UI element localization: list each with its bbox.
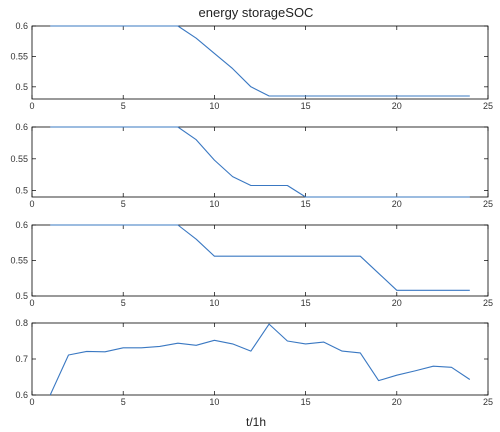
subplot-1: 0 5 10 15 20 25 0.5 0.55 0.6 (10, 21, 493, 111)
y-tick-label: 0.55 (10, 51, 28, 61)
x-tick-label: 10 (209, 101, 219, 111)
x-tick-label: 20 (392, 397, 402, 407)
x-tick-label: 0 (29, 397, 34, 407)
x-tick-label: 15 (301, 397, 311, 407)
x-tick-label: 5 (121, 397, 126, 407)
subplot-2: 0 5 10 15 20 25 0.5 0.55 0.6 (10, 122, 493, 209)
series-line (50, 224, 470, 291)
y-tick-label: 0.55 (10, 154, 28, 164)
y-tick-label: 0.5 (15, 291, 28, 301)
x-tick-label: 25 (483, 397, 493, 407)
x-tick-label: 20 (392, 298, 402, 308)
plot-area-frame (31, 322, 489, 396)
y-tick-label: 0.5 (15, 186, 28, 196)
subplot-4: 0 5 10 15 20 25 0.6 0.7 0.8 (15, 318, 493, 407)
plot-area-frame (31, 25, 489, 100)
x-tick-label: 15 (301, 298, 311, 308)
x-tick-label: 10 (209, 298, 219, 308)
x-tick-label: 10 (209, 397, 219, 407)
x-tick-label: 25 (483, 101, 493, 111)
x-tick-label: 20 (392, 199, 402, 209)
y-tick-label: 0.6 (15, 21, 28, 31)
subplot-3: 0 5 10 15 20 25 0.5 0.55 0.6 (10, 220, 493, 308)
x-tick-label: 5 (121, 199, 126, 209)
x-tick-label: 0 (29, 298, 34, 308)
x-tick-label: 10 (209, 199, 219, 209)
series-line (50, 25, 470, 97)
plot-area-frame (31, 224, 489, 297)
x-tick-label: 20 (392, 101, 402, 111)
series-line (50, 126, 470, 198)
x-tick-label: 5 (121, 101, 126, 111)
x-tick-label: 0 (29, 101, 34, 111)
subplot-stack: 0 5 10 15 20 250.50.550.60 5 10 15 20 250.50.550.6… (10, 21, 493, 407)
y-tick-label: 0.8 (15, 318, 28, 328)
chart-title: energy storageSOC (199, 5, 314, 20)
y-tick-label: 0.6 (15, 122, 28, 132)
y-tick-label: 0.6 (15, 390, 28, 400)
x-tick-label: 0 (29, 199, 34, 209)
y-tick-label: 0.5 (15, 82, 28, 92)
x-tick-label: 15 (301, 199, 311, 209)
x-tick-label: 25 (483, 199, 493, 209)
x-tick-label: 5 (121, 298, 126, 308)
y-tick-label: 0.7 (15, 354, 28, 364)
x-tick-label: 15 (301, 101, 311, 111)
x-axis-label: t/1h (246, 415, 266, 429)
series-line (49, 323, 471, 396)
x-tick-label: 25 (483, 298, 493, 308)
plot-area-frame (31, 126, 489, 198)
y-tick-label: 0.6 (15, 220, 28, 230)
y-tick-label: 0.55 (10, 256, 28, 266)
